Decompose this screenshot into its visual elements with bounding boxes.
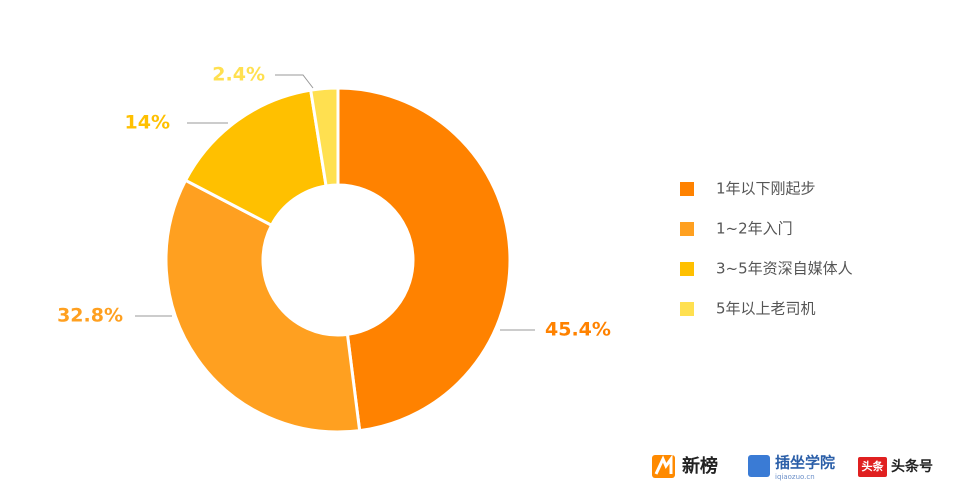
legend-label: 3~5年资深自媒体人	[716, 260, 853, 278]
data-label: 14%	[125, 112, 170, 134]
legend-label: 1~2年入门	[716, 220, 793, 238]
logo-icon-mark	[654, 454, 673, 475]
logo-icon-text: 头条	[862, 459, 885, 473]
legend-swatch	[680, 182, 694, 196]
donut-slice	[164, 178, 362, 434]
data-label: 32.8%	[57, 305, 123, 327]
data-label: 2.4%	[212, 64, 265, 86]
logo-icon	[858, 457, 887, 477]
logo-text: 插坐学院	[775, 454, 835, 472]
donut-slice	[183, 88, 328, 228]
legend-swatch	[680, 222, 694, 236]
legend-label: 1年以下刚起步	[716, 180, 816, 198]
legend-swatch	[680, 302, 694, 316]
logo-text: 头条号	[891, 458, 933, 475]
logo-text: 新榜	[682, 455, 718, 477]
donut-slice	[336, 86, 512, 433]
legend-label: 5年以上老司机	[716, 300, 816, 318]
legend-swatch	[680, 262, 694, 276]
logo-icon	[748, 455, 770, 477]
leader-line	[275, 74, 314, 89]
footer-logos: 新榜 插坐学院 iqiaozuo.cn 头条 头条号	[652, 454, 933, 481]
data-label: 45.4%	[545, 319, 611, 341]
donut-slice	[308, 86, 340, 188]
logo-subtext: iqiaozuo.cn	[775, 473, 815, 481]
